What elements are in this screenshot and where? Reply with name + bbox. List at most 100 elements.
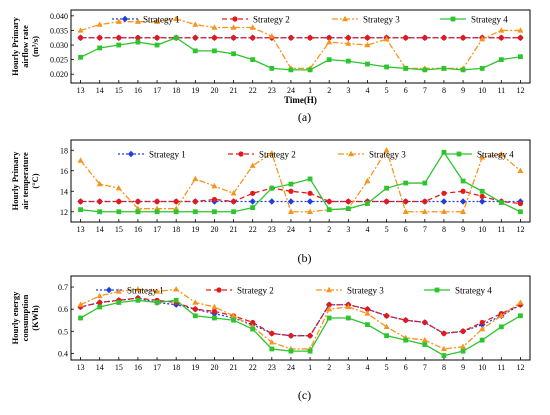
data-point [384, 64, 389, 70]
x-tick-label: 22 [249, 225, 257, 234]
data-point [77, 27, 84, 33]
legend-marker [348, 150, 354, 157]
data-point [134, 286, 141, 292]
data-point [345, 35, 351, 41]
x-tick-label: 7 [423, 86, 427, 95]
legend-marker [105, 286, 113, 294]
data-point [77, 198, 84, 205]
data-point [287, 208, 294, 214]
legend: Strategy 1 Strategy 2 Strategy 3 Strategy 4 [96, 286, 492, 296]
data-point [231, 209, 236, 215]
data-point [192, 21, 199, 27]
y-tick-label: 14 [60, 187, 68, 196]
data-point [326, 38, 333, 45]
data-point [518, 313, 523, 319]
y-axis-label: (°C) [30, 173, 40, 188]
plot-frame [70, 139, 531, 223]
data-point [364, 306, 371, 312]
data-point [249, 162, 256, 168]
data-point [115, 184, 122, 191]
data-point [230, 35, 237, 41]
data-point [365, 61, 370, 67]
x-tick-label: 1 [308, 363, 312, 372]
data-point [135, 297, 141, 303]
x-tick-label: 6 [404, 86, 408, 95]
data-point [192, 313, 198, 319]
series-4 [78, 149, 523, 215]
data-point [479, 319, 485, 326]
y-axis-label: (m³/s) [30, 36, 40, 57]
x-tick-label: 18 [172, 363, 180, 372]
data-point [460, 188, 466, 194]
data-point [116, 35, 122, 41]
x-tick-label: 18 [172, 225, 180, 234]
series-2 [77, 295, 524, 339]
data-point [422, 319, 428, 326]
data-point [96, 292, 103, 299]
data-point [230, 312, 237, 318]
data-point [288, 67, 294, 73]
panel-caption: (a) [298, 110, 311, 124]
y-tick-label: 18 [60, 146, 68, 155]
data-point [441, 353, 447, 358]
data-point [97, 35, 103, 41]
x-tick-label: 4 [365, 363, 369, 372]
data-point [116, 42, 122, 48]
x-tick-label: 10 [478, 86, 486, 95]
legend: Strategy 1 Strategy 2 Strategy 3 Strategy 4 [112, 15, 508, 25]
x-tick-label: 2 [327, 363, 331, 372]
data-point [422, 35, 428, 41]
y-axis-label: air temperature [20, 152, 30, 210]
data-point [269, 66, 275, 71]
x-tick-label: 23 [268, 86, 276, 95]
data-point [231, 51, 236, 57]
x-tick-label: 9 [461, 225, 465, 234]
data-point [173, 209, 179, 215]
data-point [288, 35, 294, 41]
data-point [479, 193, 485, 199]
data-point [154, 288, 161, 294]
y-axis-label: Hourly energy [10, 291, 20, 344]
data-point [250, 326, 256, 332]
series-line [80, 187, 521, 205]
x-tick-label: 15 [115, 86, 123, 95]
data-point [422, 342, 428, 347]
data-point [440, 198, 448, 205]
legend-marker [434, 287, 440, 293]
data-point [211, 182, 218, 189]
data-point [440, 208, 447, 214]
data-point [306, 198, 314, 205]
x-tick-label: 17 [153, 363, 161, 372]
data-point [134, 18, 141, 24]
data-point [441, 66, 447, 71]
data-point [211, 303, 218, 310]
data-point [192, 209, 198, 215]
x-tick-label: 15 [115, 363, 123, 372]
x-tick-label: 10 [478, 363, 486, 372]
data-point [192, 35, 198, 41]
data-point [211, 308, 218, 314]
legend-label: Strategy 2 [259, 150, 296, 160]
data-point [345, 58, 351, 64]
series-line [80, 288, 521, 350]
series-4 [78, 35, 523, 73]
data-point [173, 286, 180, 292]
data-point [402, 208, 409, 214]
legend-label: Strategy 1 [127, 286, 164, 296]
x-tick-label: 17 [153, 86, 161, 95]
x-tick-label: 16 [134, 363, 142, 372]
series-line [80, 18, 521, 70]
legend-marker [238, 151, 244, 157]
y-tick-label: 0.030 [50, 41, 68, 50]
data-point [173, 297, 179, 303]
data-point [383, 313, 390, 319]
x-tick-label: 23 [268, 225, 276, 234]
data-point [288, 181, 294, 187]
legend-marker [450, 16, 456, 22]
x-tick-label: 9 [461, 363, 465, 372]
legend-label: Strategy 2 [237, 286, 274, 296]
x-tick-label: 20 [210, 86, 218, 95]
y-axis-label: Hourly Primary [10, 16, 20, 76]
series-4 [78, 297, 523, 358]
data-point [421, 208, 428, 214]
